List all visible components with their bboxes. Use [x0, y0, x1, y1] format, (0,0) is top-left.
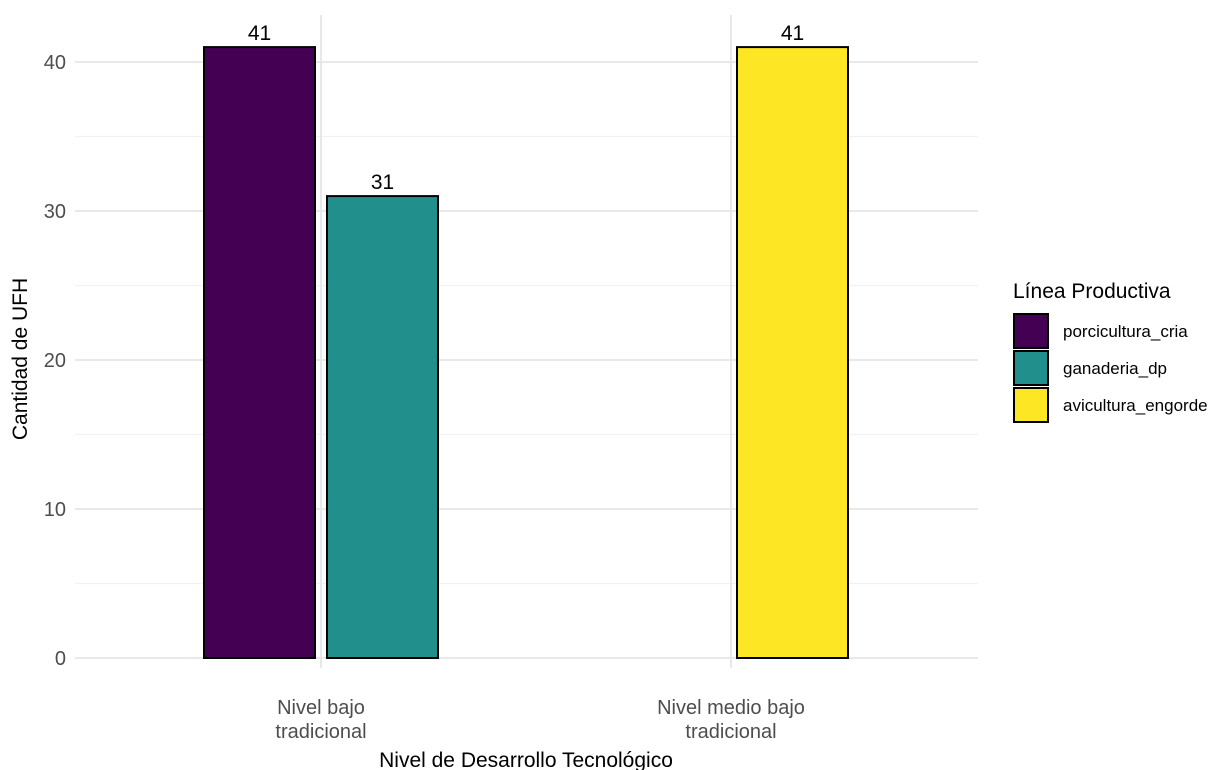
bar-porcicultura_cria	[203, 46, 316, 660]
legend-swatch	[1013, 350, 1049, 386]
bar-value-label: 31	[371, 171, 394, 194]
y-tick-label: 0	[55, 648, 66, 670]
x-tick-label-line: tradicional	[275, 721, 366, 743]
bar-avicultura_engorde	[736, 46, 849, 660]
y-tick-label: 40	[44, 52, 66, 74]
x-tick-label: Nivel medio bajo tradicional	[657, 697, 805, 743]
x-tick-label-line: Nivel medio bajo	[657, 697, 805, 719]
x-tick-label-line: tradicional	[685, 721, 776, 743]
x-tick-label: Nivel bajo tradicional	[275, 697, 366, 743]
x-tick-label-line: Nivel bajo	[277, 697, 365, 719]
legend-label: avicultura_engorde	[1063, 396, 1208, 415]
bar-value-label: 41	[248, 22, 271, 45]
legend-swatch	[1013, 387, 1049, 423]
y-tick-label: 10	[44, 499, 66, 521]
legend-title: Línea Productiva	[1013, 280, 1171, 303]
data-labels: 41 31 41	[248, 22, 804, 194]
legend-label: porcicultura_cria	[1063, 322, 1188, 341]
bar-ganaderia_dp	[326, 195, 439, 659]
y-axis-ticks: 0 10 20 30 40	[44, 52, 66, 670]
legend-label: ganaderia_dp	[1063, 359, 1167, 378]
legend-items: porcicultura_cria ganaderia_dp avicultura_…	[1013, 313, 1208, 423]
legend: Línea Productiva porcicultura_criaganade…	[1013, 280, 1208, 423]
x-axis-title: Nivel de Desarrollo Tecnológico	[379, 749, 673, 770]
y-tick-label: 20	[44, 350, 66, 372]
legend-swatch	[1013, 313, 1049, 349]
y-tick-label: 30	[44, 201, 66, 223]
bar-value-label: 41	[781, 22, 804, 45]
bars	[203, 46, 849, 660]
y-axis-title: Cantidad de UFH	[9, 278, 32, 440]
